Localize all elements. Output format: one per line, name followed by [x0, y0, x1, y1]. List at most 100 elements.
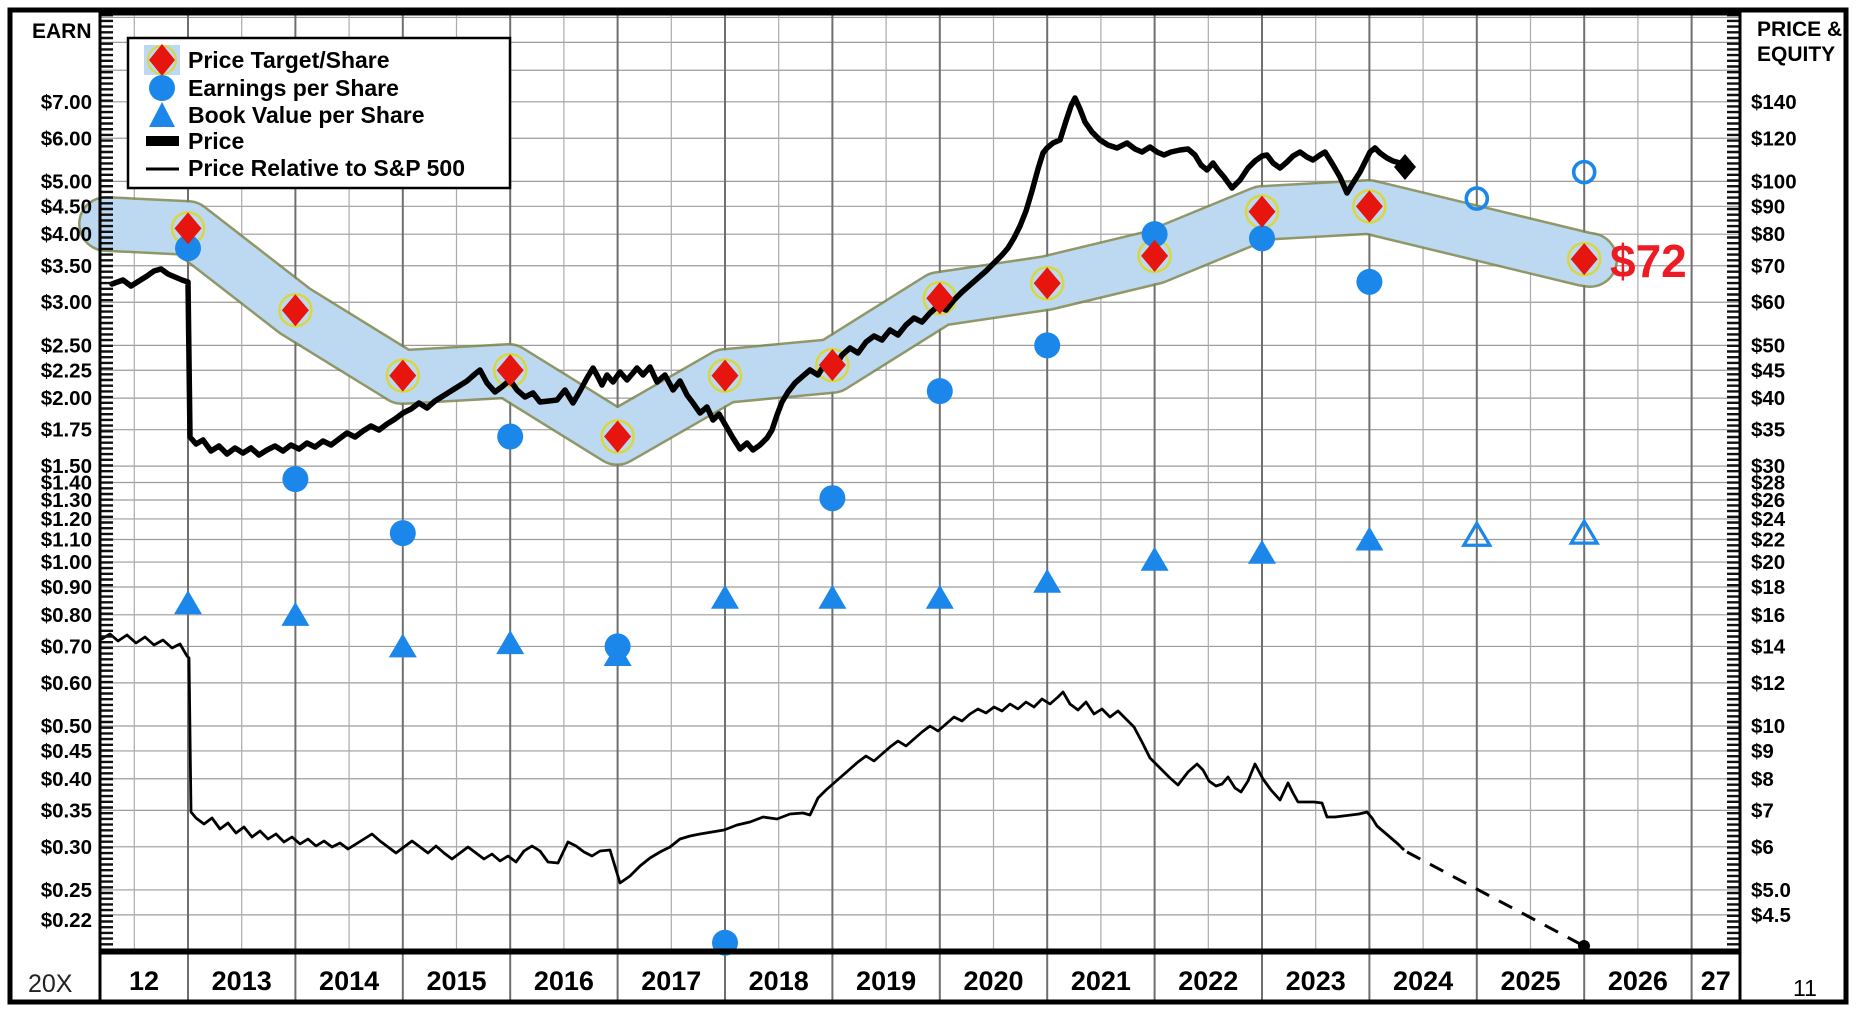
- left-axis-label: $0.25: [41, 879, 92, 902]
- right-axis-label: $5.0: [1751, 879, 1791, 902]
- blue-circle-icon: [149, 75, 175, 101]
- blue-triangle-icon: [149, 102, 175, 127]
- right-axis-label: $6: [1751, 836, 1774, 859]
- year-label: 2015: [426, 966, 486, 996]
- eps-circle: [1356, 268, 1383, 295]
- left-axis-label: $0.50: [41, 715, 92, 738]
- left-axis-label: $1.30: [41, 489, 92, 512]
- right-axis-label: $18: [1751, 576, 1785, 599]
- axis-labels: $7.00 $6.00 $5.00$4.50 $4.00 $3.50 $3.00 $2.50…: [41, 91, 1797, 996]
- eps-circle: [819, 485, 846, 512]
- legend-item-price-target: Price Target/Share: [144, 44, 390, 76]
- year-label: 2017: [641, 966, 701, 996]
- year-label: 2013: [212, 966, 272, 996]
- left-axis-label: $0.40: [41, 768, 92, 791]
- left-axis-title: EARN: [32, 20, 92, 43]
- book-value-triangle: [174, 590, 202, 615]
- left-axis-label: $4.00: [41, 223, 92, 246]
- legend-item-price-relative: Price Relative to S&P 500: [146, 155, 465, 181]
- book-value-triangle: [711, 584, 739, 609]
- left-axis-label: $1.75: [41, 419, 92, 442]
- right-axis-label: $16: [1751, 604, 1785, 627]
- outer-frame: [7, 7, 1849, 1005]
- price-target-diamond: [496, 354, 524, 387]
- legend-label: Earnings per Share: [188, 75, 399, 101]
- right-axis-label: $12: [1751, 672, 1785, 695]
- left-axis-label: $3.00: [41, 291, 92, 314]
- price-relative-projection-dashed: [1406, 850, 1585, 948]
- price-target-diamond: [1141, 239, 1169, 272]
- price-target-diamond: [1033, 267, 1061, 300]
- eps-circle: [604, 633, 631, 660]
- price-target-diamond: [926, 282, 954, 315]
- price-target-diamond: [174, 212, 202, 245]
- price-line: [109, 95, 1416, 458]
- legend-item-price: Price: [146, 128, 244, 154]
- legend-label: Book Value per Share: [188, 102, 424, 128]
- eps-circle: [175, 235, 201, 262]
- legend-label: Price Target/Share: [188, 47, 390, 73]
- right-axis-label: $22: [1751, 529, 1785, 552]
- left-axis-label: $0.22: [41, 909, 92, 932]
- right-axis-label: $7: [1751, 799, 1774, 822]
- left-axis-label: $0.60: [41, 672, 92, 695]
- book-value-estimate-triangle: [1568, 518, 1601, 545]
- eps-circle: [926, 378, 953, 405]
- price-target-diamond: [1248, 195, 1276, 228]
- right-axis-label: $100: [1751, 170, 1797, 193]
- year-label: 2023: [1286, 966, 1346, 996]
- book-value-triangle: [925, 584, 954, 609]
- year-label: 2019: [856, 966, 916, 996]
- legend-item-eps: Earnings per Share: [149, 75, 399, 101]
- right-axis-label: $35: [1751, 419, 1785, 442]
- legend-box: [126, 36, 512, 190]
- price-target-diamond: [1355, 190, 1383, 223]
- year-label: 2018: [749, 966, 809, 996]
- right-axis-label: $120: [1751, 127, 1797, 150]
- left-axis-label: $0.45: [41, 740, 92, 763]
- left-axis-label: $1.00: [41, 551, 92, 574]
- year-label: 2022: [1178, 966, 1238, 996]
- left-axis-label: $7.00: [41, 91, 92, 114]
- price-end-diamond: [1394, 154, 1416, 180]
- right-axis-label: $10: [1751, 715, 1785, 738]
- eps-circle: [497, 423, 524, 450]
- price-target-diamond: [818, 349, 846, 382]
- left-axis-label: $5.00: [41, 170, 92, 193]
- left-axis-label: $4.50: [41, 195, 92, 218]
- left-axis-label: $1.20: [41, 508, 92, 531]
- left-axis-label: $2.00: [41, 387, 92, 410]
- year-label: 12: [129, 966, 159, 996]
- left-axis-label: $1.40: [41, 471, 92, 494]
- right-axis-label: $20: [1751, 551, 1785, 574]
- right-axis-label: $24: [1751, 508, 1786, 531]
- year-label: 2016: [534, 966, 594, 996]
- book-value-triangle: [1140, 546, 1169, 571]
- book-value-estimate-triangle: [1460, 520, 1493, 547]
- year-label: 2014: [319, 966, 379, 996]
- price-target-diamond: [604, 420, 632, 453]
- right-axis-title-line2: EQUITY: [1757, 43, 1835, 66]
- left-axis-label: $0.80: [41, 604, 92, 627]
- left-axis-label: $0.35: [41, 799, 92, 822]
- right-axis-label: $8: [1751, 768, 1774, 791]
- band-fill: [80, 181, 1616, 464]
- left-axis-label: $2.25: [41, 359, 92, 382]
- legend-label: Price: [188, 128, 244, 154]
- left-axis-label: $0.30: [41, 836, 92, 859]
- price-target-markers: [174, 190, 1598, 453]
- thick-line-icon: [146, 136, 179, 146]
- price-target-diamond: [389, 359, 417, 392]
- year-label: 2025: [1500, 966, 1560, 996]
- right-axis-label: $140: [1751, 91, 1797, 114]
- eps-circle: [1034, 332, 1061, 359]
- right-axis-label: $60: [1751, 291, 1785, 314]
- year-label: 2024: [1393, 966, 1453, 996]
- axes-frame: [7, 7, 1849, 1005]
- right-axis-label: $50: [1751, 334, 1785, 357]
- static-text-layer: EARN PRICE & EQUITY 20X 11 $72: [28, 18, 1842, 1001]
- page-number: 11: [1793, 975, 1817, 1001]
- year-label: 2020: [963, 966, 1023, 996]
- left-axis-label: $3.50: [41, 255, 92, 278]
